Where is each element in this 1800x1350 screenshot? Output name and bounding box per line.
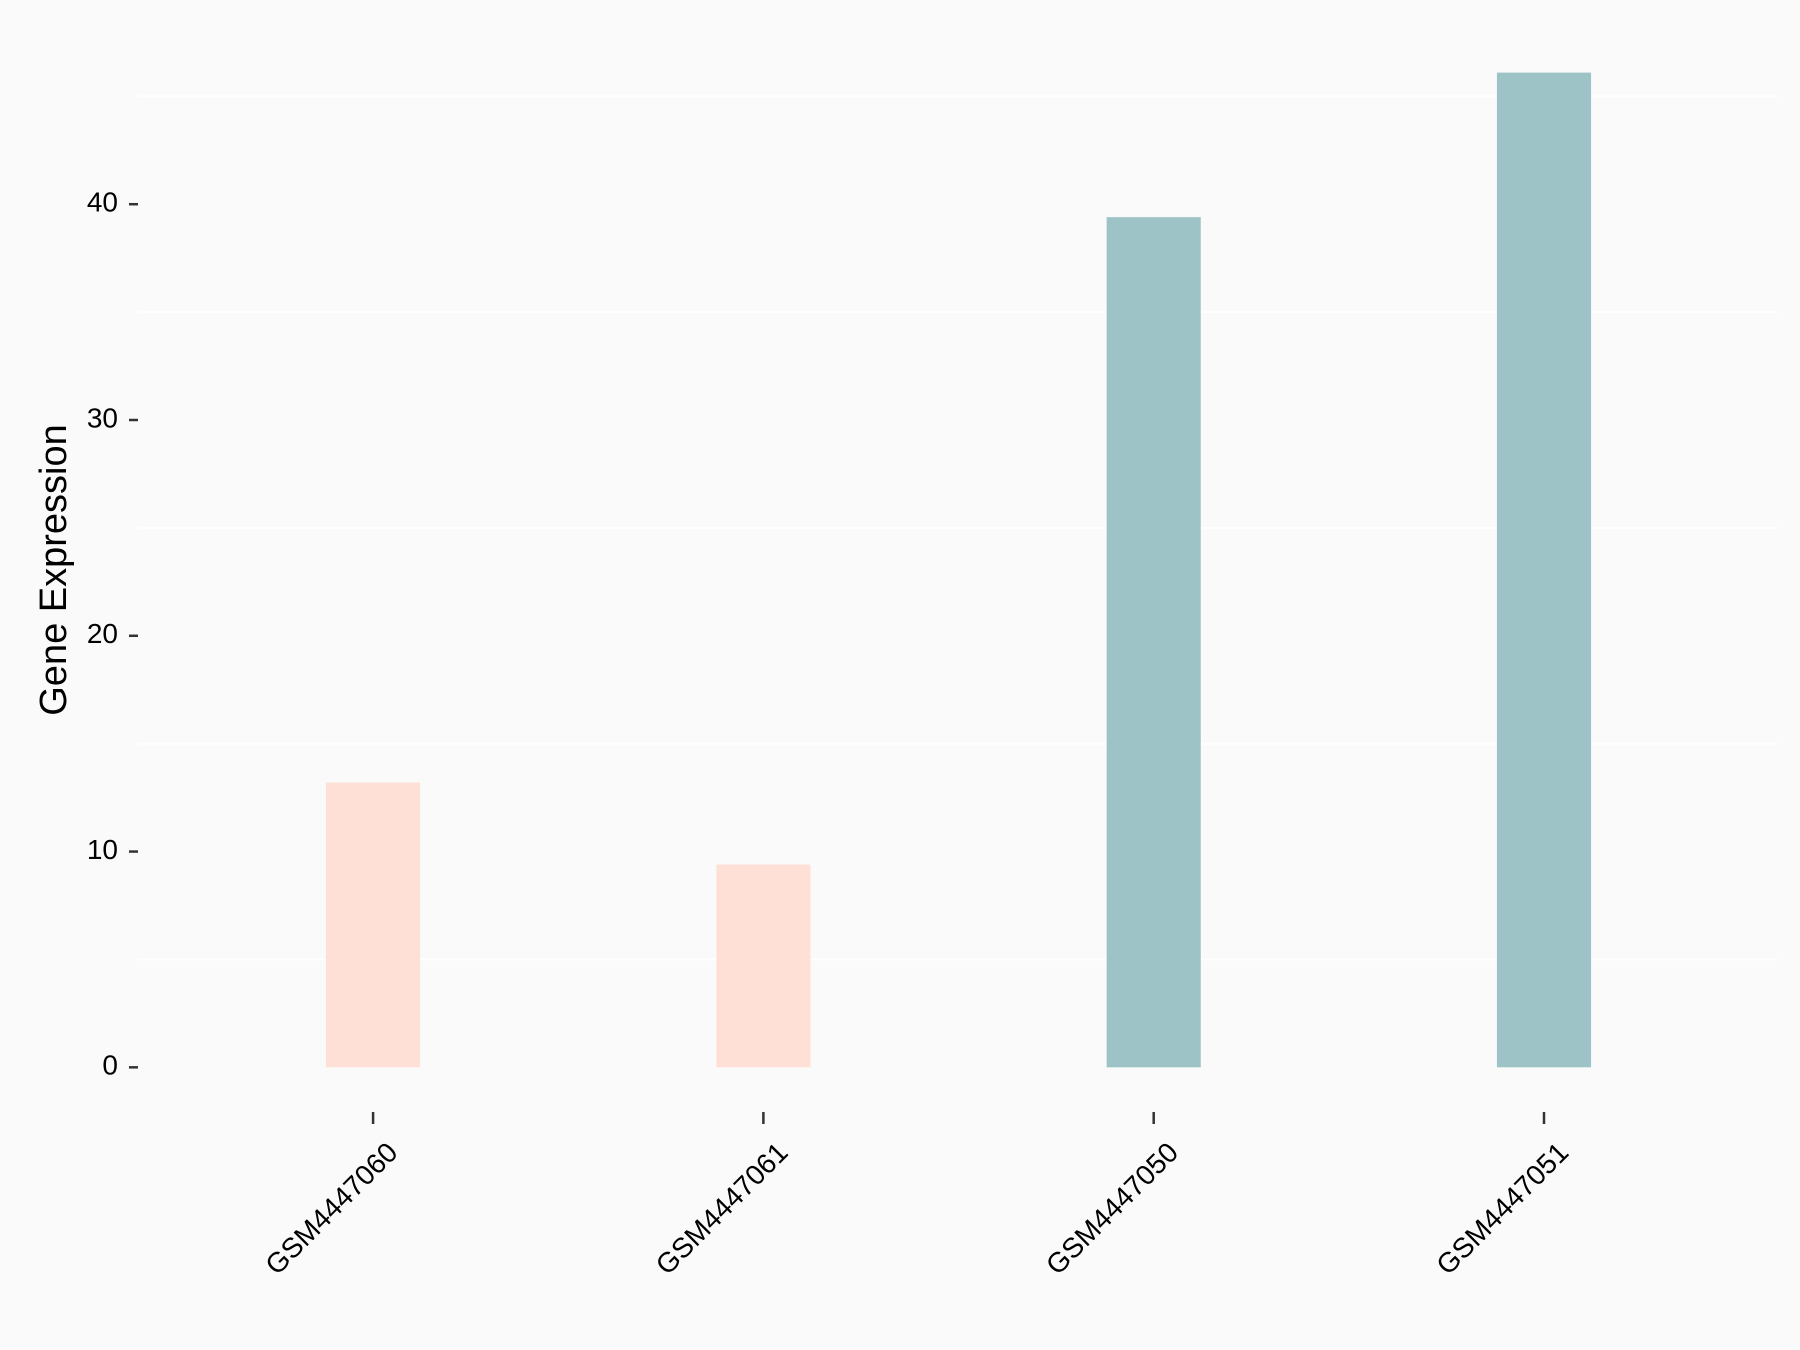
y-tick-label: 10 (87, 834, 118, 865)
y-axis-title: Gene Expression (33, 424, 75, 716)
bar (1106, 217, 1201, 1068)
y-tick-label: 40 (87, 187, 118, 218)
bar (326, 782, 421, 1068)
y-tick-label: 30 (87, 402, 118, 433)
y-tick-label: 20 (87, 618, 118, 649)
bar (716, 864, 811, 1068)
bar (1496, 72, 1592, 1068)
y-tick-label: 0 (102, 1050, 118, 1081)
